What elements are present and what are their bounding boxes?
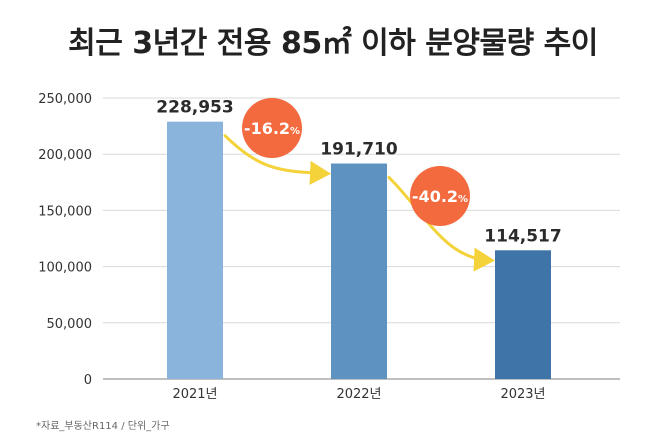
- x-tick-label: 2023년: [500, 387, 545, 402]
- x-tick-label: 2022년: [336, 387, 381, 402]
- bar-value-label: 191,710: [320, 140, 398, 160]
- source-note: *자료_부동산R114 / 단위_가구: [36, 421, 170, 432]
- change-label: -16.2%: [244, 119, 300, 138]
- y-tick-label: 50,000: [47, 317, 93, 332]
- change-badge: [242, 98, 302, 158]
- y-tick-label: 200,000: [38, 148, 92, 163]
- bar: [331, 163, 387, 379]
- x-tick-label: 2021년: [172, 387, 217, 402]
- y-tick-label: 150,000: [38, 204, 92, 219]
- bar: [495, 250, 551, 379]
- bar-value-label: 114,517: [484, 226, 561, 246]
- change-arrow: [387, 176, 495, 272]
- y-tick-label: 250,000: [38, 92, 92, 107]
- chart-title: 최근 3년간 전용 85㎡ 이하 분양물량 추이: [68, 26, 598, 61]
- change-arrow: [223, 134, 331, 185]
- change-label: -40.2%: [412, 187, 468, 206]
- bar: [167, 121, 223, 379]
- y-tick-label: 0: [84, 373, 92, 388]
- y-tick-label: 100,000: [38, 261, 92, 276]
- bar-value-label: 228,953: [156, 98, 233, 118]
- change-badge: [410, 166, 470, 226]
